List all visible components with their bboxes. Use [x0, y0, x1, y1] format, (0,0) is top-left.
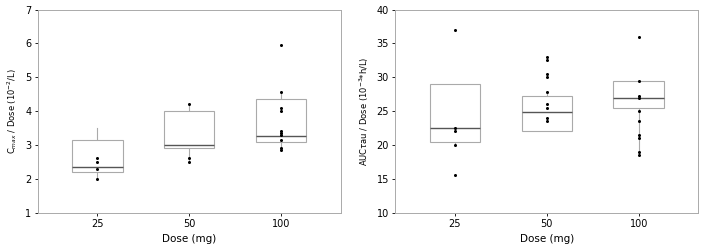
Bar — [429, 84, 480, 141]
Bar — [522, 96, 572, 132]
Y-axis label: AUC$\tau$au / Dose (10$^{-3}$*h/L): AUC$\tau$au / Dose (10$^{-3}$*h/L) — [358, 56, 371, 166]
Bar — [164, 111, 215, 148]
Bar — [256, 99, 306, 141]
Y-axis label: C$_{max}$ / Dose (10$^{-2}$/L): C$_{max}$ / Dose (10$^{-2}$/L) — [6, 68, 20, 154]
X-axis label: Dose (mg): Dose (mg) — [520, 234, 574, 244]
Bar — [613, 81, 664, 108]
X-axis label: Dose (mg): Dose (mg) — [162, 234, 216, 244]
Bar — [72, 140, 122, 172]
